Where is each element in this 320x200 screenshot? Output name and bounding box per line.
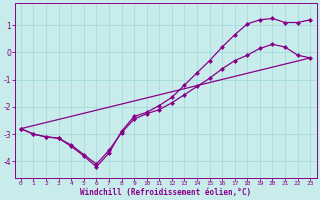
X-axis label: Windchill (Refroidissement éolien,°C): Windchill (Refroidissement éolien,°C) [80,188,251,197]
